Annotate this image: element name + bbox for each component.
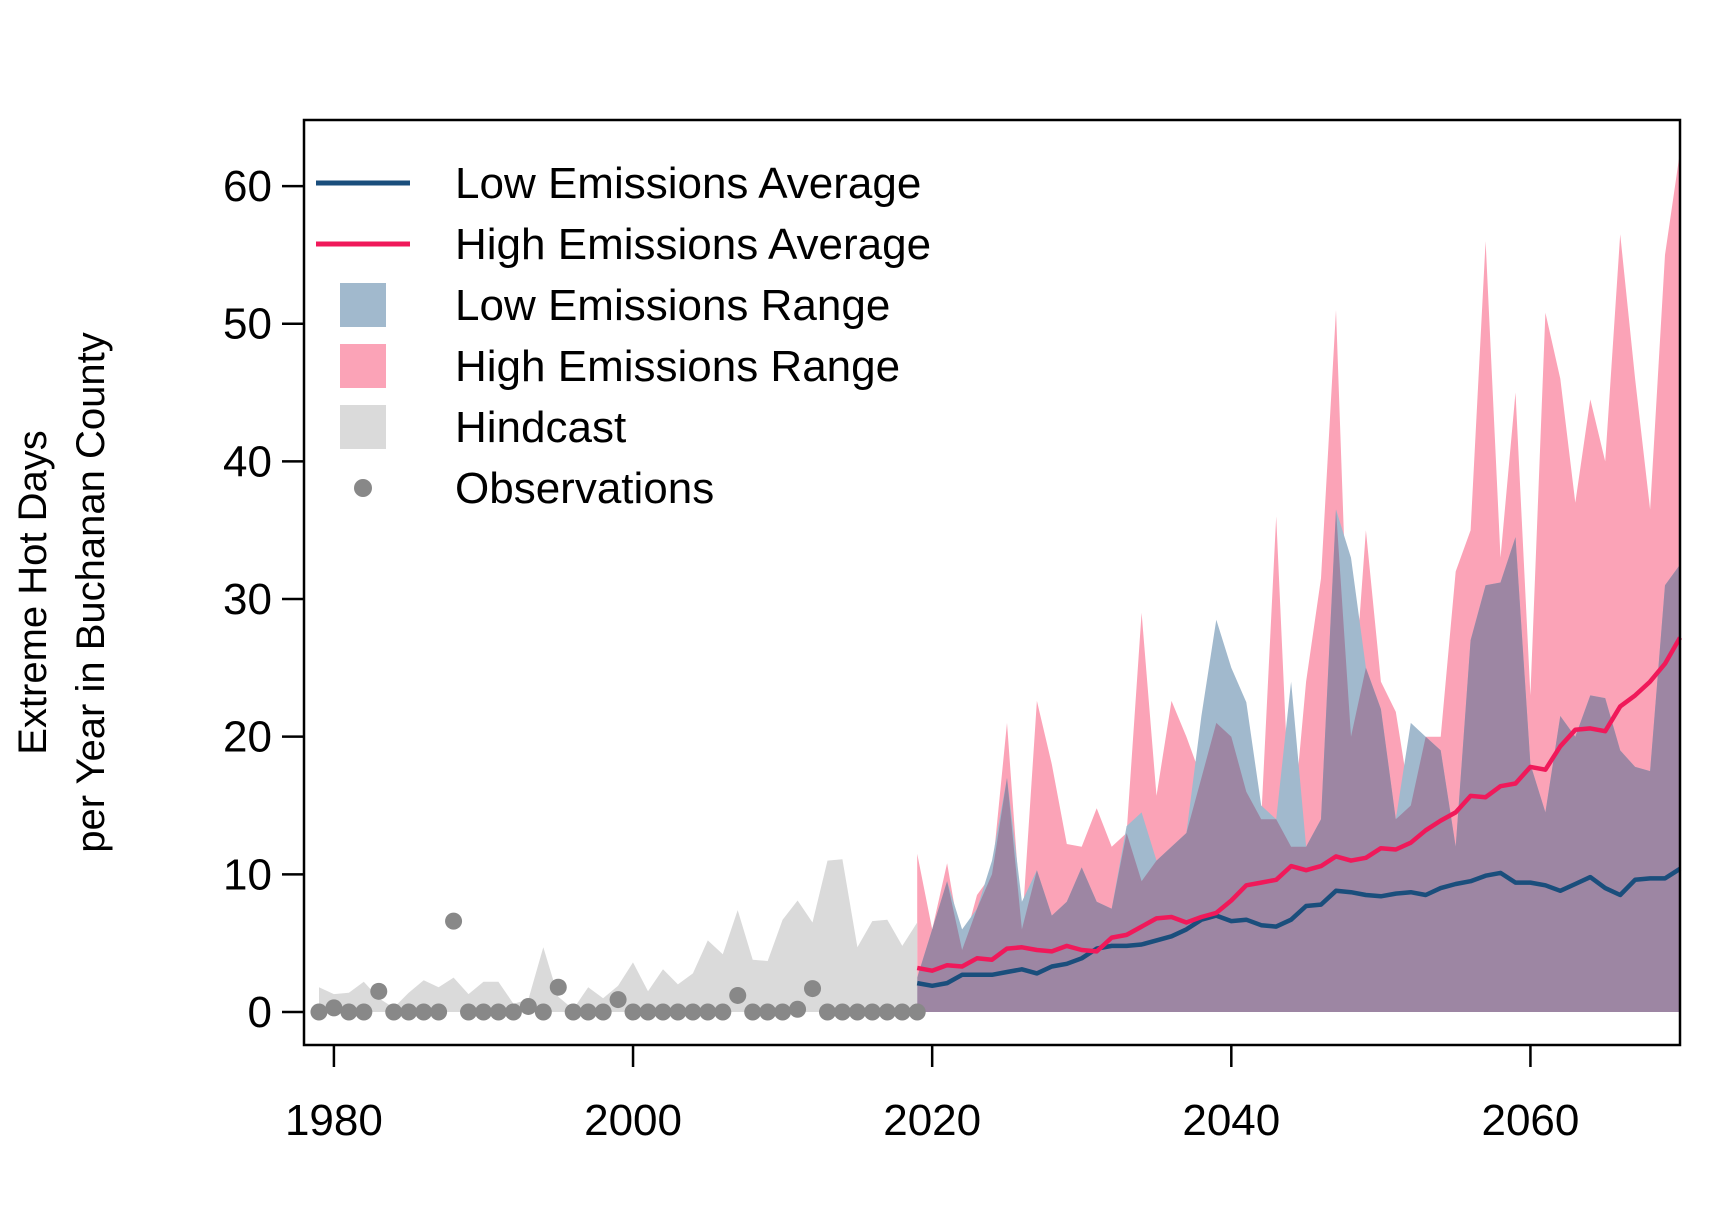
y-tick-label: 50 <box>223 300 272 349</box>
legend-label: High Emissions Range <box>455 342 900 391</box>
observation-point <box>549 978 567 996</box>
y-tick-label: 20 <box>223 713 272 762</box>
observation-point <box>594 1003 612 1021</box>
observation-point <box>863 1003 881 1021</box>
observation-point <box>609 991 627 1009</box>
x-tick-label: 2000 <box>584 1096 682 1145</box>
observation-point <box>564 1003 582 1021</box>
observation-point <box>729 986 747 1004</box>
range-overlap-area <box>917 509 1680 1012</box>
observation-point <box>519 997 537 1015</box>
observation-point <box>430 1003 448 1021</box>
observation-point <box>848 1003 866 1021</box>
observation-point <box>818 1003 836 1021</box>
hindcast-area <box>319 859 918 1012</box>
y-tick-label: 30 <box>223 575 272 624</box>
observation-point <box>534 1003 552 1021</box>
legend-point-swatch <box>354 479 372 497</box>
observation-point <box>325 999 343 1017</box>
y-axis-title: Extreme Hot Days per Year in Buchanan Cou… <box>11 332 113 852</box>
observation-point <box>474 1003 492 1021</box>
x-tick-label: 2060 <box>1481 1096 1579 1145</box>
observation-point <box>639 1003 657 1021</box>
legend-box-swatch <box>340 344 386 388</box>
legend-label: Hindcast <box>455 403 626 452</box>
observation-point <box>669 1003 687 1021</box>
observation-point <box>370 982 388 1000</box>
observation-point <box>489 1003 507 1021</box>
y-tick-label: 40 <box>223 437 272 486</box>
hindcast-band <box>319 859 918 1012</box>
observation-point <box>908 1003 926 1021</box>
observation-point <box>654 1003 672 1021</box>
y-tick-label: 0 <box>248 988 272 1037</box>
observation-point <box>759 1003 777 1021</box>
legend-box-swatch <box>340 405 386 449</box>
observation-point <box>400 1003 418 1021</box>
y-tick-label: 60 <box>223 162 272 211</box>
observation-point <box>460 1003 478 1021</box>
low-emissions-average-line <box>916 866 1682 989</box>
average-lines <box>916 636 1682 989</box>
observation-point <box>355 1003 373 1021</box>
observation-point <box>789 1000 807 1018</box>
observation-point <box>579 1003 597 1021</box>
y-tick-label: 10 <box>223 850 272 899</box>
y-axis-title-line: Extreme Hot Days <box>11 430 55 755</box>
high-emissions-average-line <box>916 636 1682 973</box>
observation-point <box>504 1003 522 1021</box>
legend: Low Emissions Average High Emissions Aver… <box>316 159 931 513</box>
legend-label: High Emissions Average <box>455 220 931 269</box>
observation-point <box>385 1003 403 1021</box>
observation-point <box>699 1003 717 1021</box>
x-tick-label: 2040 <box>1182 1096 1280 1145</box>
legend-label: Observations <box>455 464 714 513</box>
observation-point <box>714 1003 732 1021</box>
legend-label: Low Emissions Average <box>455 159 921 208</box>
observation-points <box>310 912 926 1021</box>
x-tick-label: 2020 <box>883 1096 981 1145</box>
observation-point <box>804 980 822 998</box>
x-tick-label: 1980 <box>285 1096 383 1145</box>
observation-point <box>833 1003 851 1021</box>
observation-point <box>415 1003 433 1021</box>
observation-point <box>774 1003 792 1021</box>
legend-label: Low Emissions Range <box>455 281 890 330</box>
y-axis-title-line: per Year in Buchanan County <box>69 332 113 852</box>
observation-point <box>445 912 463 930</box>
observation-point <box>684 1003 702 1021</box>
legend-box-swatch <box>340 283 386 327</box>
observation-point <box>744 1003 762 1021</box>
axes: 0 10 20 30 40 50 60 1980 2000 2020 2040 2060 <box>223 162 1579 1145</box>
plot-frame <box>302 118 1682 1047</box>
observation-point <box>878 1003 896 1021</box>
observation-point <box>893 1003 911 1021</box>
observation-point <box>624 1003 642 1021</box>
observation-point <box>310 1003 328 1021</box>
observation-point <box>340 1003 358 1021</box>
range-bands <box>917 151 1680 1012</box>
